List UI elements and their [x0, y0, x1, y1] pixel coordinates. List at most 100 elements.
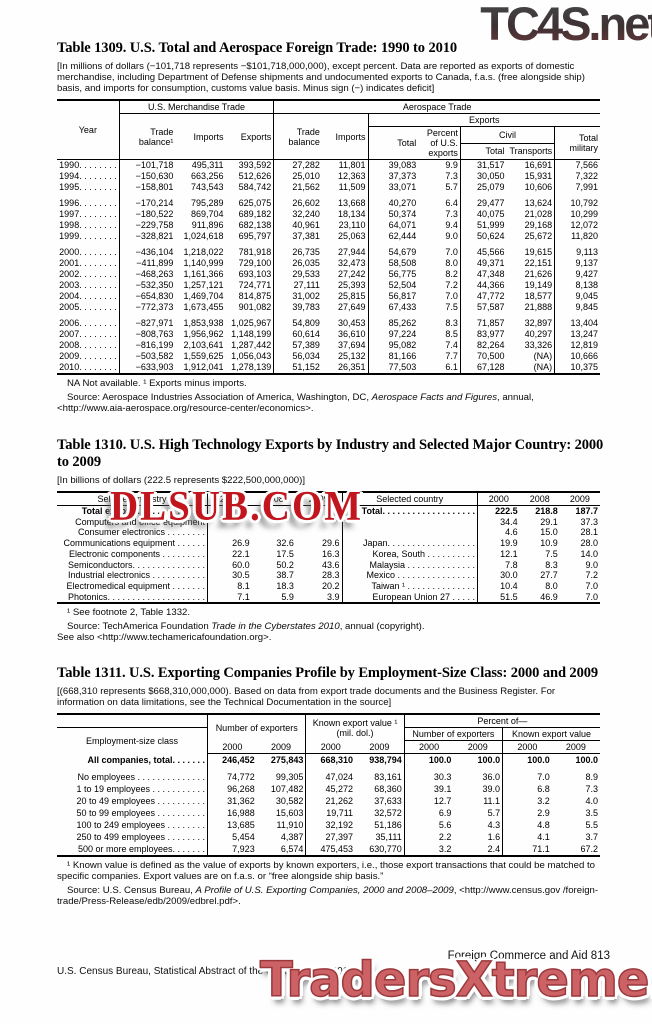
cell-value: 10,792	[570, 198, 598, 208]
row-label: Total. . . . . . . . . . . . . . . . . .…	[342, 505, 479, 517]
stub-header-employment-size-class: Employment-size class	[57, 727, 209, 754]
cell-value: 1.6	[453, 831, 504, 843]
cell-value: 693,103	[225, 269, 275, 280]
group-header-known-export-value: Known export value ¹ (mil. dol.)	[305, 714, 405, 741]
cell-value: 22.1	[232, 548, 250, 559]
group-header-civil: Civil	[460, 126, 556, 144]
cell-value: 2.9	[537, 808, 550, 818]
cell-value: 21,626	[506, 269, 556, 280]
cell-value: 68,360	[355, 783, 405, 795]
cell-value: 30.0	[500, 570, 518, 581]
source-text: Source: U.S. Census Bureau,	[67, 885, 196, 896]
table-row: 250 to 499 employees . . . . . . . . 5,45…	[57, 831, 600, 843]
table-row: 2002. . . . . . . . −468,263 1,161,366 693,…	[57, 269, 600, 280]
cell-value: 97,224	[388, 329, 417, 339]
cell-value: 37.3	[580, 516, 598, 527]
cell-value: 85,262	[388, 318, 417, 328]
table-row: 2007. . . . . . . . −808,763 1,956,962 1,14…	[57, 329, 600, 340]
cell-value: 218.8	[535, 506, 558, 516]
cell-value: 21,262	[325, 796, 354, 806]
cell-value: −503,582	[135, 351, 174, 361]
row-label	[342, 527, 479, 539]
cell-value: 695,797	[225, 231, 275, 242]
cell-value: 9,845	[575, 302, 598, 312]
cell-value: 25,063	[321, 231, 369, 242]
row-label: 100 to 249 employees . . . . . . . .	[57, 819, 209, 831]
cell-value	[208, 506, 252, 517]
table-1311-footnote: ¹ Known value is defined as the value of…	[57, 860, 595, 882]
cell-value: 107,482	[256, 783, 307, 795]
cell-value: 19,711	[326, 808, 354, 818]
source-text: Source: Aerospace Industries Association…	[67, 392, 372, 403]
column-header-2000: 2000	[404, 740, 454, 754]
section-table-1311: Table 1311. U.S. Exporting Companies Pro…	[57, 665, 600, 907]
cell-value: 30.3	[433, 772, 452, 782]
table-row: 2009. . . . . . . . −503,582 1,559,625 1,05…	[57, 351, 600, 362]
cell-value: 27,111	[293, 280, 320, 290]
cell-value: 47,772	[476, 291, 505, 301]
subgroup-header-number-of-exporters: Number of exporters	[404, 727, 504, 741]
cell-value: 5.7	[418, 182, 461, 193]
row-label: 2009. . . . . . . .	[57, 351, 120, 362]
table-row: 1995. . . . . . . . −158,801 743,543 584,74…	[57, 182, 600, 193]
cell-value: 32,192	[325, 820, 354, 830]
cell-value: 31,362	[227, 796, 255, 806]
cell-value: 584,742	[225, 182, 275, 193]
cell-value: 2.4	[453, 843, 504, 856]
cell-value: 625,075	[225, 193, 275, 209]
cell-value: 8.2	[418, 269, 461, 280]
cell-value: 911,896	[191, 220, 224, 230]
cell-value: −633,903	[135, 362, 174, 372]
cell-value: 1,025,967	[225, 313, 275, 329]
cell-value: 28.1	[580, 527, 598, 538]
cell-value: 39,783	[292, 302, 320, 312]
cell-value: 45,566	[476, 247, 505, 257]
section-table-1309: Table 1309. U.S. Total and Aerospace For…	[57, 40, 600, 414]
cell-value: 795,289	[191, 198, 224, 208]
cell-value: 16,988	[227, 808, 255, 818]
cell-value: 51,186	[355, 819, 405, 831]
cell-value: 16.3	[295, 548, 343, 560]
cell-value: 13,404	[570, 318, 598, 328]
cell-value: 7.3	[418, 171, 461, 182]
cell-value: 9,137	[575, 258, 598, 268]
row-label: Communications equipment . . . . . .	[57, 538, 209, 549]
cell-value: 246,452	[222, 755, 255, 765]
cell-value: 45,272	[325, 784, 354, 794]
table-row: 1997. . . . . . . . −180,522 869,704 689,18…	[57, 209, 600, 220]
cell-value: 8.0	[545, 580, 558, 591]
cell-value: 13,685	[227, 820, 255, 830]
cell-value: 70,500	[476, 351, 505, 361]
cell-value: −816,199	[135, 340, 174, 350]
cell-value: 7.0	[537, 772, 550, 782]
cell-value: 19,149	[506, 280, 556, 291]
cell-value: 781,918	[225, 242, 275, 258]
cell-value: 40,075	[476, 209, 505, 219]
cell-value: 40,961	[292, 220, 320, 230]
cell-value: 37,633	[355, 795, 405, 807]
cell-value: 12,072	[570, 220, 598, 230]
cell-value: 35,111	[355, 831, 405, 843]
cell-value: 13,668	[321, 193, 369, 209]
cell-value: 71.1	[532, 844, 550, 854]
row-label: Semiconductors. . . . . . . . . . . . . …	[57, 559, 209, 571]
row-label: Consumer electronics . . . . . . . .	[57, 527, 209, 539]
table-row: 2000. . . . . . . . −436,104 1,218,022 781,…	[57, 242, 600, 258]
table-row: 100 to 249 employees . . . . . . . . 13,6…	[57, 819, 600, 831]
page-header-text: Foreign Commerce and Aid 813	[447, 950, 610, 962]
table-1309-headnote: [In millions of dollars (−101,718 repres…	[57, 61, 585, 94]
row-label: 20 to 49 employees . . . . . . . . . .	[57, 795, 209, 807]
cell-value: 67,433	[388, 302, 417, 312]
cell-value: 7,991	[575, 182, 598, 192]
cell-value: 6.9	[438, 808, 452, 818]
group-header-aerospace: Aerospace Trade	[273, 100, 600, 114]
column-header-trade-balance: Trade balance¹	[119, 113, 176, 160]
cell-value: 1,287,442	[225, 340, 275, 351]
cell-value: 7.0	[585, 591, 598, 602]
cell-value: 9.0	[585, 559, 598, 570]
cell-value: 33,326	[506, 340, 556, 351]
cell-value: 1,257,121	[183, 280, 224, 290]
cell-value: 30.5	[232, 570, 250, 581]
cell-value: 27.7	[540, 570, 558, 581]
cell-value: 9,113	[576, 247, 598, 257]
